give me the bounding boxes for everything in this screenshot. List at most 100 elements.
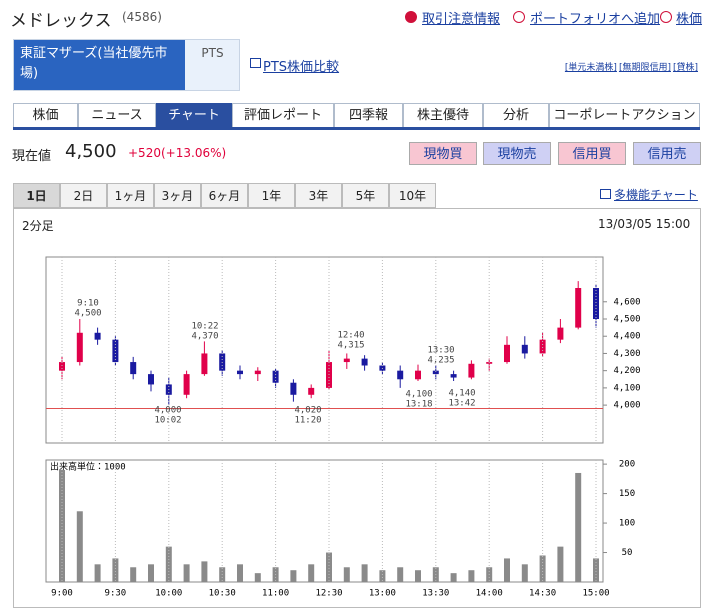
period-tab[interactable]: 2日 — [60, 183, 107, 208]
trade-button[interactable]: 信用売 — [633, 142, 701, 165]
trade-button[interactable]: 信用買 — [558, 142, 626, 165]
volume-bar — [397, 567, 404, 582]
multi-chart[interactable]: 多機能チャート — [614, 188, 698, 202]
nav-tab[interactable]: 四季報 — [334, 103, 403, 127]
nav-rule — [13, 127, 700, 130]
header-link[interactable]: 取引注意情報 — [422, 12, 501, 27]
annotation: 13:30 — [427, 346, 454, 356]
period-tab[interactable]: 1年 — [248, 183, 295, 208]
annotation: 9:10 — [77, 299, 99, 309]
x-tick-label: 13:30 — [422, 589, 449, 599]
candle-body — [415, 370, 421, 380]
candle-body — [521, 344, 528, 354]
nav-tab[interactable]: 株主優待 — [403, 103, 483, 127]
header-link[interactable]: ポートフォリオへ追加 — [530, 12, 661, 27]
annotation: 10:02 — [154, 416, 181, 426]
volume-bar — [468, 570, 475, 582]
option[interactable]: [無期限信用] — [618, 63, 671, 73]
candle-body — [504, 344, 510, 363]
options: [単元未満株] [無期限信用] [貸株] — [563, 60, 698, 73]
candle-body — [468, 363, 475, 378]
candle-body — [130, 362, 137, 375]
x-tick-label: 11:00 — [262, 589, 289, 599]
volume-bar — [308, 564, 315, 582]
candle-body — [76, 332, 83, 363]
y-tick-label: 4,300 — [613, 349, 640, 359]
candle-body — [593, 288, 599, 319]
x-tick-label: 14:30 — [529, 589, 556, 599]
icon — [405, 11, 417, 23]
annotation: 4,000 — [154, 406, 181, 416]
volume-bar — [593, 558, 599, 582]
period-tab[interactable]: 3年 — [295, 183, 342, 208]
icon — [600, 189, 611, 199]
trade-button[interactable]: 現物買 — [409, 142, 477, 165]
period-tab[interactable]: 10年 — [389, 183, 436, 208]
quote-change: +520 — [128, 146, 161, 160]
x-tick-label: 15:00 — [582, 589, 609, 599]
nav-tab[interactable]: ニュース — [78, 103, 156, 127]
chart-subtitle: 2分足 — [22, 219, 54, 233]
candle-body — [237, 370, 243, 375]
volume-bar — [148, 564, 154, 582]
volume-bar — [201, 561, 208, 582]
volume-bar — [361, 564, 368, 582]
icon — [250, 58, 261, 68]
annotation: 4,370 — [191, 332, 218, 342]
annotation: 4,020 — [294, 406, 321, 416]
y-tick-label: 4,000 — [613, 401, 640, 411]
chart-timestamp: 13/03/05 15:00 — [598, 217, 691, 231]
volume-bar — [165, 546, 172, 582]
x-tick-label: 13:00 — [369, 589, 396, 599]
annotation: 10:22 — [191, 322, 218, 332]
volume-bar — [254, 573, 261, 582]
y-tick-label: 200 — [619, 460, 635, 470]
candle-body — [432, 370, 439, 375]
volume-bar — [343, 567, 350, 582]
period-tab[interactable]: 6ヶ月 — [201, 183, 248, 208]
nav-tab[interactable]: 分析 — [483, 103, 549, 127]
option[interactable]: [貸株] — [672, 63, 698, 73]
period-tab[interactable]: 5年 — [342, 183, 389, 208]
volume-bar — [94, 564, 101, 582]
annotation: 4,500 — [74, 309, 101, 319]
candle-body — [183, 374, 190, 395]
market-tab[interactable]: PTS — [201, 46, 224, 60]
nav-tab[interactable]: 評価レポート — [232, 103, 334, 127]
y-tick-label: 150 — [619, 489, 635, 499]
x-tick-label: 12:30 — [315, 589, 342, 599]
volume-bar — [415, 570, 421, 582]
volume-bar — [450, 573, 457, 582]
annotation: 13:42 — [448, 399, 475, 409]
candle-body — [450, 374, 457, 378]
period-tab[interactable]: 1日 — [13, 183, 60, 208]
header-link[interactable]: 株価 — [676, 12, 703, 27]
volume-bar — [130, 567, 137, 582]
icon — [513, 11, 525, 23]
candle-body — [361, 358, 368, 366]
annotation: 13:18 — [405, 400, 432, 410]
candle-body — [343, 358, 350, 363]
option[interactable]: [単元未満株] — [564, 63, 617, 73]
market-tab[interactable]: 東証マザーズ(当社優先市場) — [14, 40, 185, 90]
annotation: 4,315 — [337, 341, 364, 351]
period-tab[interactable]: 1ヶ月 — [107, 183, 154, 208]
candle-body — [575, 288, 582, 328]
y-tick-label: 100 — [619, 519, 635, 529]
nav-tab[interactable]: チャート — [156, 103, 232, 127]
x-tick-label: 10:30 — [209, 589, 236, 599]
annotation: 4,140 — [448, 389, 475, 399]
nav-tab[interactable]: コーポレートアクション — [549, 103, 700, 127]
period-tab[interactable]: 3ヶ月 — [154, 183, 201, 208]
pts-compare[interactable]: PTS株価比較 — [263, 60, 340, 75]
annotation: 4,235 — [427, 356, 454, 366]
volume-bar — [521, 564, 528, 582]
x-tick-label: 9:00 — [51, 589, 73, 599]
y-tick-label: 4,400 — [613, 332, 640, 342]
x-tick-label: 14:00 — [476, 589, 503, 599]
nav-tab[interactable]: 株価 — [13, 103, 78, 127]
trade-button[interactable]: 現物売 — [483, 142, 551, 165]
stock-code: (4586) — [122, 10, 162, 24]
x-tick-label: 9:30 — [105, 589, 127, 599]
